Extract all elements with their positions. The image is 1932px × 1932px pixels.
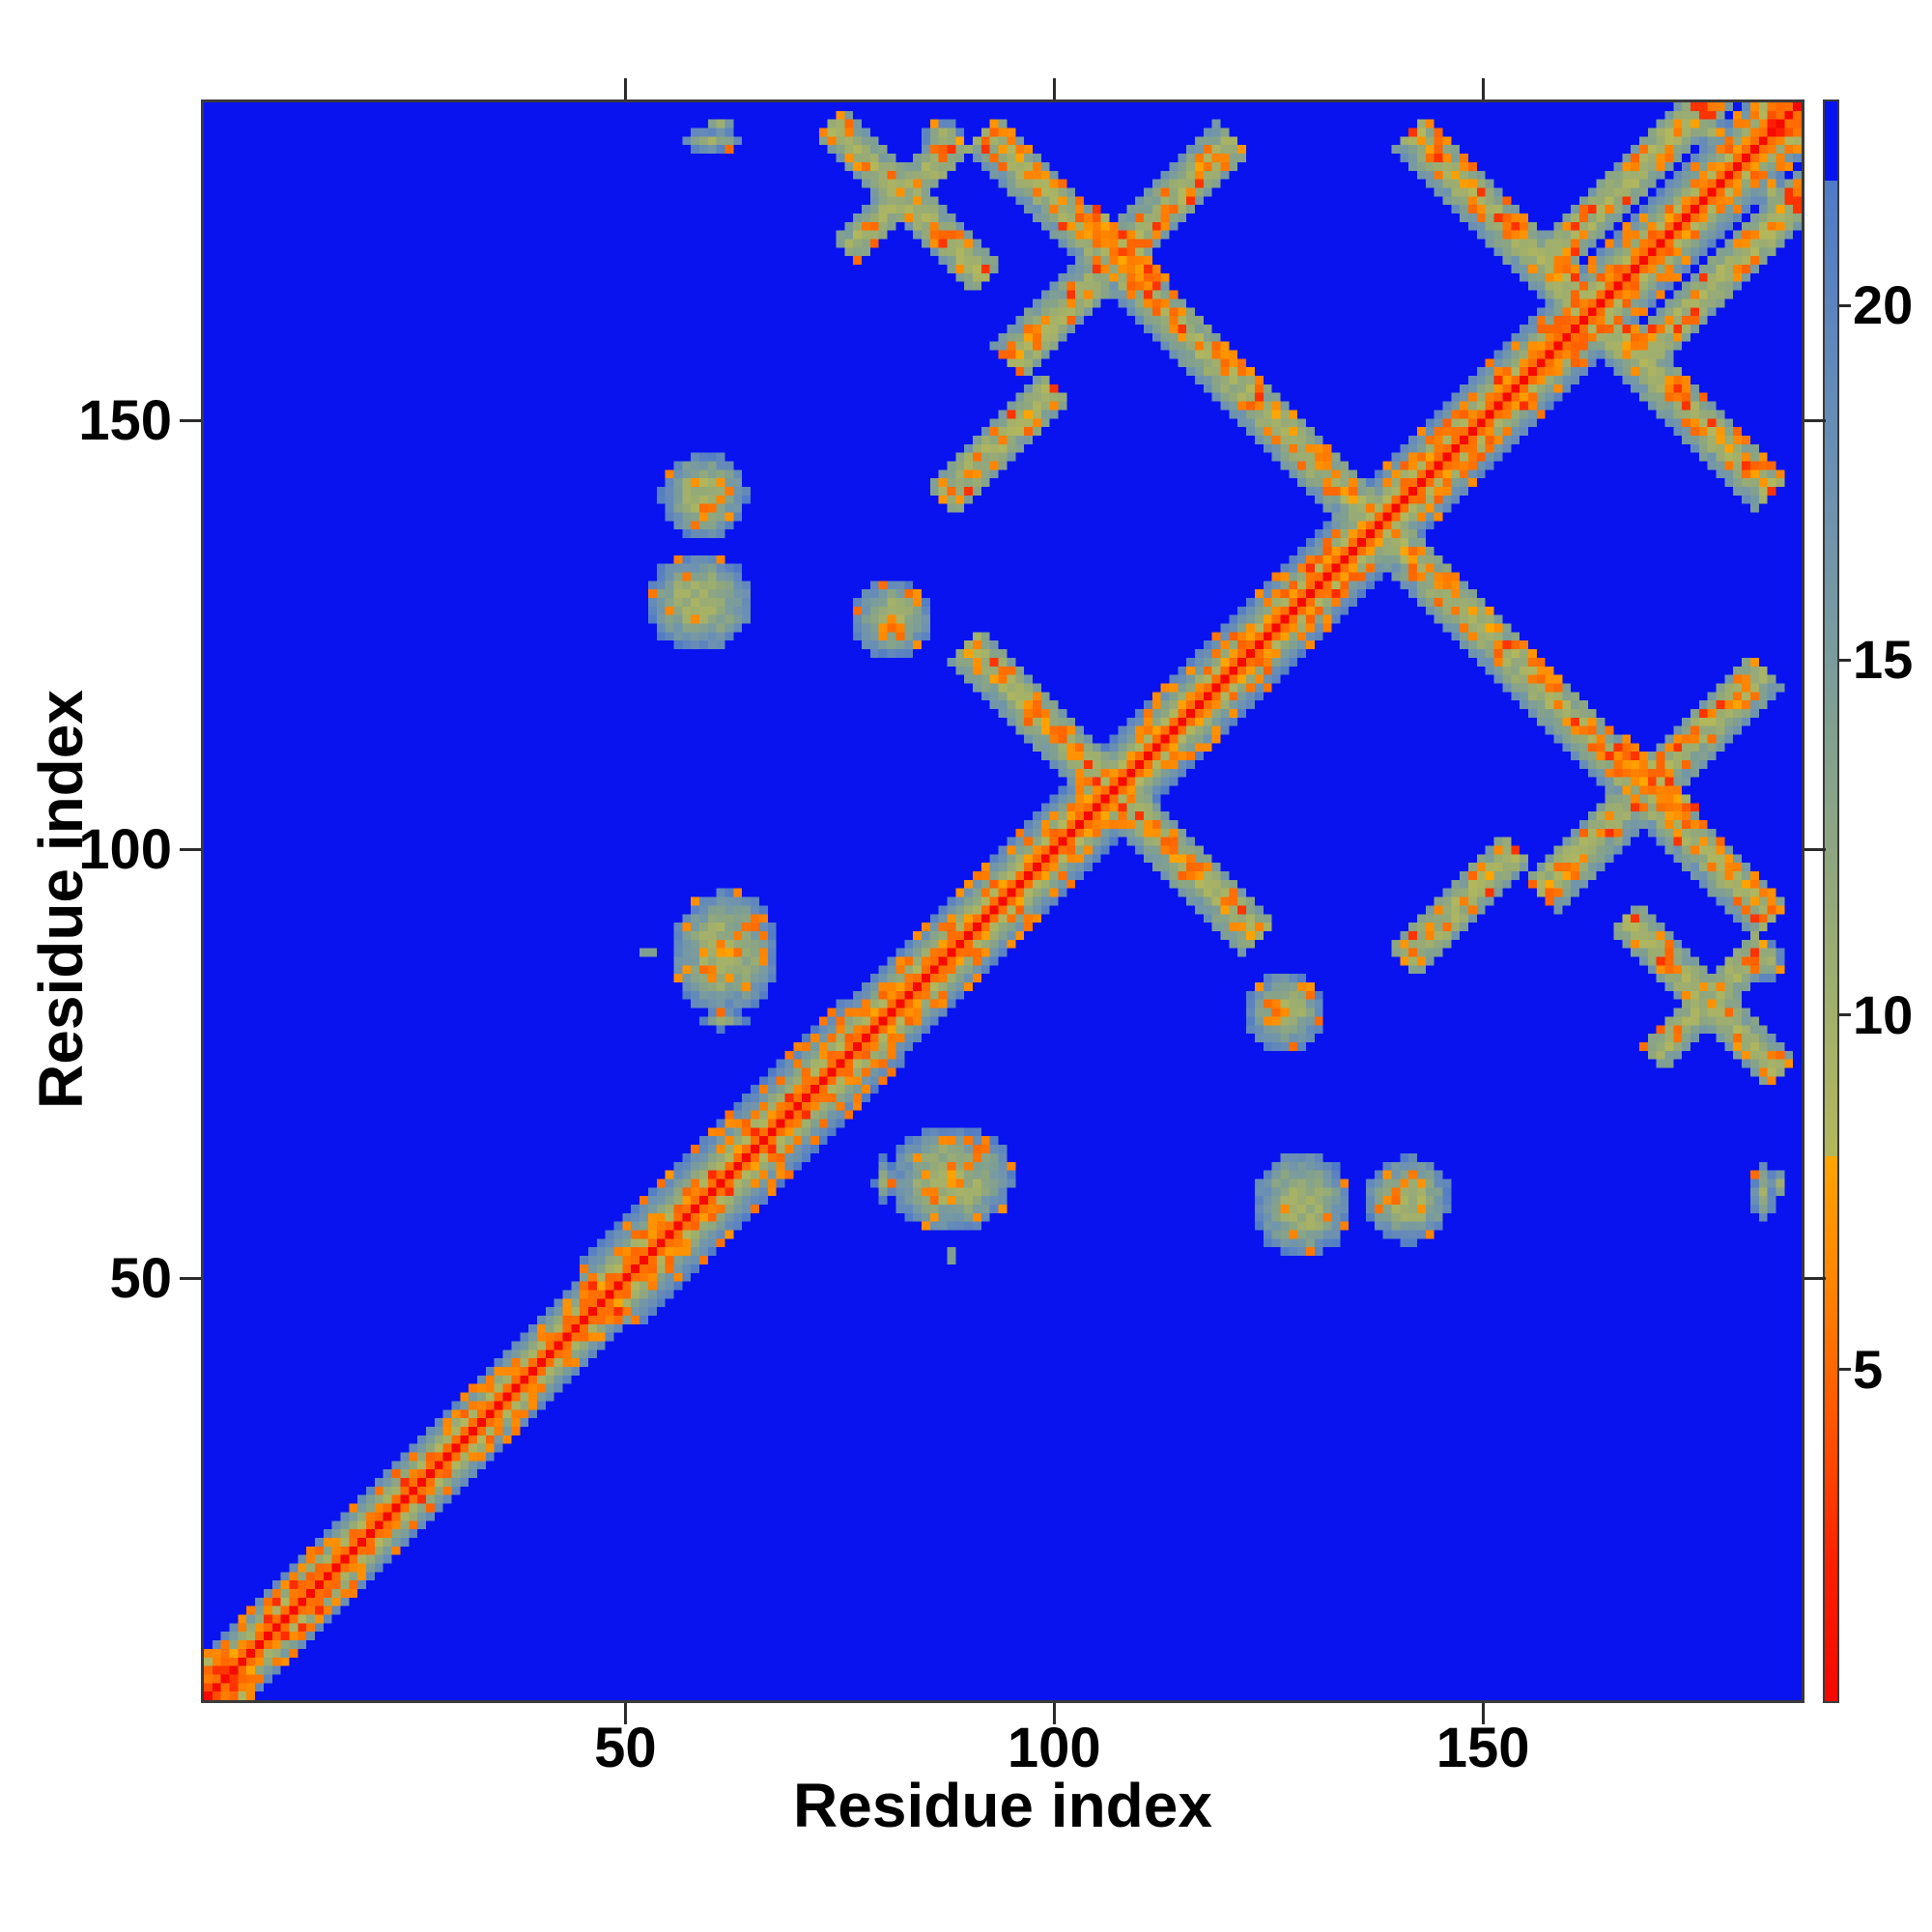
colorbar-tick: [1839, 1013, 1851, 1017]
x-tick-label: 50: [594, 1717, 657, 1779]
y-tick-label: 150: [78, 388, 172, 452]
heatmap-plot-area: [201, 99, 1804, 1703]
y-tick-label: 100: [78, 817, 172, 881]
colorbar-tick: [1839, 1368, 1851, 1372]
colorbar-tick: [1839, 303, 1851, 307]
y-tick-label: 50: [109, 1246, 172, 1310]
colorbar: [1823, 99, 1839, 1703]
y-axis-label: Residue index: [26, 690, 96, 1109]
y-tick-right: [1804, 848, 1826, 852]
y-tick: [180, 1277, 201, 1281]
y-tick-right: [1804, 419, 1826, 423]
x-axis-label: Residue index: [793, 1771, 1212, 1840]
x-tick-top: [1481, 78, 1485, 99]
y-tick: [180, 848, 201, 852]
colorbar-tick-label: 10: [1853, 983, 1914, 1045]
x-tick: [623, 1703, 627, 1724]
y-tick-right: [1804, 1277, 1826, 1281]
x-tick-top: [1052, 78, 1056, 99]
x-tick: [1481, 1703, 1485, 1724]
colorbar-tick-label: 20: [1853, 274, 1914, 335]
y-tick: [180, 419, 201, 423]
x-tick-label: 150: [1435, 1717, 1530, 1779]
x-tick-label: 100: [1007, 1717, 1101, 1779]
colorbar-gradient-canvas: [1825, 101, 1837, 1701]
distance-map-canvas: [204, 102, 1802, 1700]
x-tick: [1052, 1703, 1056, 1724]
x-tick-top: [623, 78, 627, 99]
colorbar-tick: [1839, 658, 1851, 662]
colorbar-tick-label: 15: [1853, 629, 1914, 691]
colorbar-tick-label: 5: [1853, 1338, 1884, 1400]
